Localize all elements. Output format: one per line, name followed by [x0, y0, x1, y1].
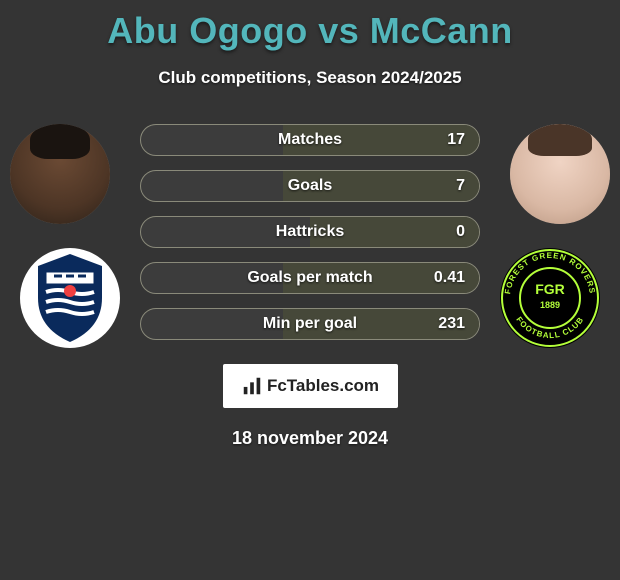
svg-text:FGR: FGR	[535, 281, 565, 297]
club-left-badge	[20, 248, 120, 348]
player-left-avatar	[10, 124, 110, 224]
player-right-face-icon	[510, 124, 610, 224]
stat-value-right: 7	[456, 177, 465, 195]
stat-label: Hattricks	[276, 223, 344, 241]
stat-label: Goals per match	[247, 269, 372, 287]
brand-chart-icon	[241, 375, 263, 397]
date-text: 18 november 2024	[0, 428, 620, 449]
player-left-face-icon	[10, 124, 110, 224]
stat-row: Matches 17	[140, 124, 480, 156]
comparison-panel: FGR 1889 FOREST GREEN ROVERS FOOTBALL CL…	[0, 124, 620, 354]
stat-value-right: 0	[456, 223, 465, 241]
stat-row: Goals per match 0.41	[140, 262, 480, 294]
svg-text:1889: 1889	[540, 300, 560, 310]
player-right-avatar	[510, 124, 610, 224]
stats-list: Matches 17 Goals 7 Hattricks 0 Goals per match…	[140, 124, 480, 354]
stat-row: Hattricks 0	[140, 216, 480, 248]
stat-row: Min per goal 231	[140, 308, 480, 340]
brand-text: FcTables.com	[267, 376, 379, 396]
stat-value-right: 0.41	[434, 269, 465, 287]
stat-label: Goals	[288, 177, 332, 195]
stat-value-right: 17	[447, 131, 465, 149]
brand-badge: FcTables.com	[223, 364, 398, 408]
southend-badge-icon	[20, 248, 120, 348]
stat-value-right: 231	[438, 315, 465, 333]
subtitle: Club competitions, Season 2024/2025	[0, 68, 620, 88]
forest-green-badge-icon: FGR 1889 FOREST GREEN ROVERS FOOTBALL CL…	[500, 248, 600, 348]
page-title: Abu Ogogo vs McCann	[0, 0, 620, 52]
stat-label: Min per goal	[263, 315, 357, 333]
stat-label: Matches	[278, 131, 342, 149]
stat-row: Goals 7	[140, 170, 480, 202]
club-right-badge: FGR 1889 FOREST GREEN ROVERS FOOTBALL CL…	[500, 248, 600, 348]
